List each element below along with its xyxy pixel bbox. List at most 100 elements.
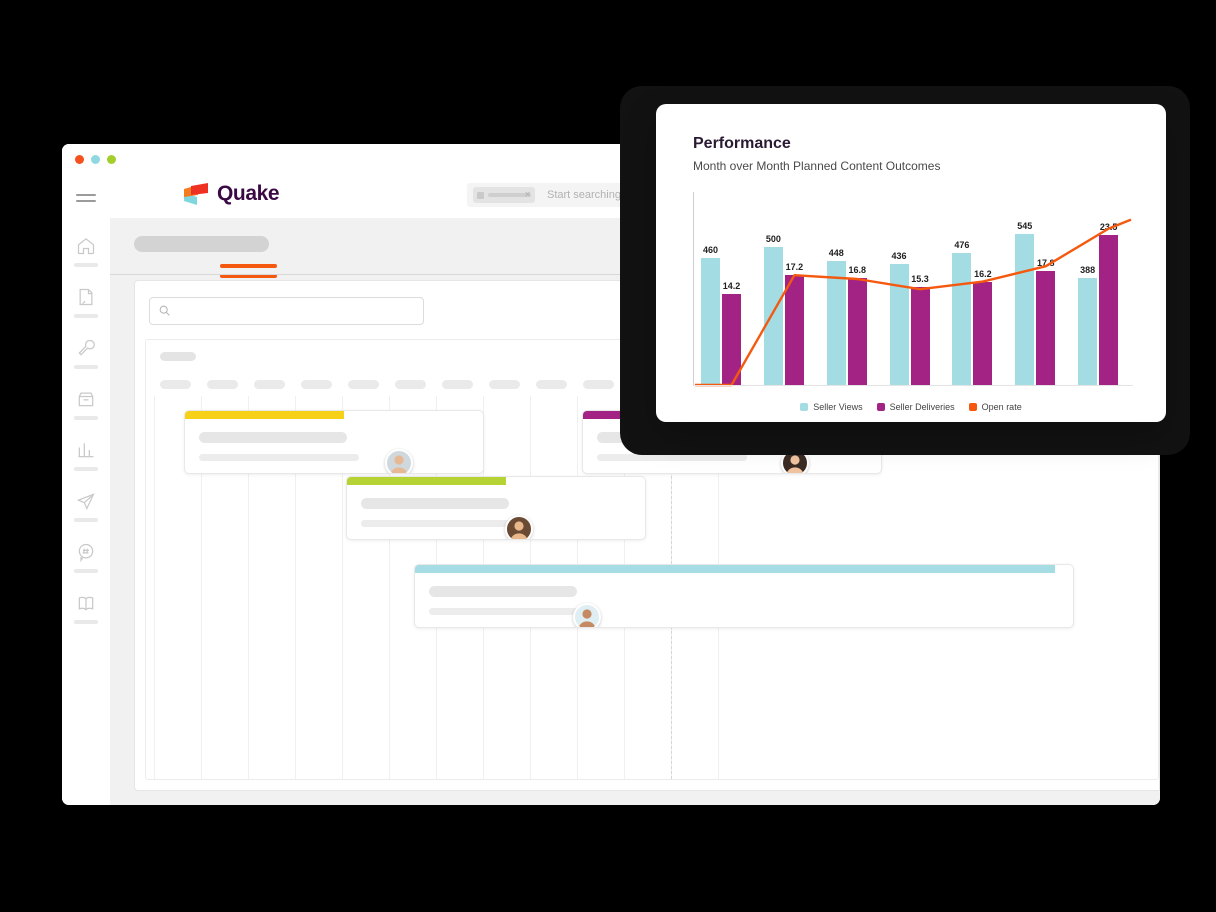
gridline [201,396,202,779]
bar-seller-views [1078,278,1098,385]
column-header-pill[interactable] [348,380,379,389]
maximize-window-button[interactable] [107,155,116,164]
column-header-pill[interactable] [254,380,285,389]
column-header-pill[interactable] [583,380,614,389]
bar-value-label: 16.8 [848,265,866,275]
search-icon [159,305,170,316]
gridline [389,396,390,779]
task-title-stub [199,432,347,443]
column-header-pill[interactable] [395,380,426,389]
quake-logo-icon [182,182,210,206]
avatar[interactable] [573,603,601,627]
sidebar-label-stub [74,314,98,318]
brand-name: Quake [217,182,280,205]
sidebar-item-archive[interactable] [62,389,110,420]
avatar[interactable] [505,515,533,539]
task-color-bar [415,565,1055,573]
bar-seller-deliveries [784,275,804,385]
bar-seller-deliveries [973,282,993,385]
bar-value-label: 23.5 [1099,222,1118,232]
gridline [154,396,155,779]
bar-seller-views [889,264,909,385]
task-title-stub [429,586,577,597]
board-search-input[interactable] [149,297,424,325]
chip-remove-icon[interactable]: ✕ [524,190,531,199]
chip-label-stub [488,193,531,197]
sidebar-item-home[interactable] [62,236,110,267]
close-window-button[interactable] [75,155,84,164]
bar-value-label: 17.8 [1037,258,1055,268]
minimize-window-button[interactable] [91,155,100,164]
sidebar-item-channels[interactable] [62,542,110,573]
sidebar [62,174,111,805]
hamburger-icon[interactable] [76,194,96,206]
bar-seller-deliveries [1036,271,1056,385]
active-tab-indicator-bottom [220,274,277,278]
column-header-pill[interactable] [536,380,567,389]
legend-item[interactable]: Seller Deliveries [876,402,955,412]
open-rate-line-path [695,218,1132,387]
y-axis-line [693,192,694,386]
bar-seller-deliveries [910,287,930,385]
sidebar-label-stub [74,467,98,471]
bar-chart-icon [62,440,110,460]
column-header-pill[interactable] [207,380,238,389]
legend-item[interactable]: Seller Views [800,402,863,412]
bar-value-label: 388 [1080,265,1096,275]
sidebar-item-send[interactable] [62,491,110,522]
column-header-pill[interactable] [489,380,520,389]
book-icon [62,593,110,613]
task-subtitle-stub [361,520,521,527]
bar-value-label: 500 [765,234,781,244]
bar-value-label: 14.2 [722,281,741,291]
bar-seller-deliveries [1099,235,1119,385]
chip-thumbnail-icon [477,191,484,199]
bar-seller-deliveries [722,294,741,385]
bar-value-label: 476 [954,240,970,250]
open-rate-line [695,218,1132,387]
task-card[interactable] [184,410,484,474]
legend-swatch [968,403,977,411]
task-card[interactable] [346,476,646,540]
sidebar-item-library[interactable] [62,593,110,624]
breadcrumb [134,236,269,252]
sidebar-label-stub [74,365,98,369]
task-card[interactable] [414,564,1074,628]
chart-title: Performance [693,135,791,152]
bar-value-label: 15.3 [911,274,929,284]
gridline [295,396,296,779]
sidebar-label-stub [74,569,98,573]
column-header-pill[interactable] [160,380,191,389]
board-title-stub [160,352,196,361]
bar-value-label: 448 [828,248,844,258]
legend-label: Open rate [981,402,1022,412]
legend-item[interactable]: Open rate [968,402,1022,412]
performance-chart-card: Performance Month over Month Planned Con… [656,104,1166,422]
chart-subtitle: Month over Month Planned Content Outcome… [693,159,941,173]
column-header-pill[interactable] [301,380,332,389]
sidebar-item-tools[interactable] [62,338,110,369]
sidebar-label-stub [74,263,98,267]
legend-swatch [800,403,809,411]
legend-label: Seller Deliveries [889,402,955,412]
sidebar-label-stub [74,518,98,522]
sidebar-item-documents[interactable] [62,287,110,318]
bar-value-label: 460 [702,245,719,255]
task-title-stub [361,498,509,509]
avatar[interactable] [781,449,809,473]
avatar[interactable] [385,449,413,473]
gridline [342,396,343,779]
bar-value-label: 17.2 [785,262,804,272]
task-subtitle-stub [429,608,589,615]
bar-seller-views [952,253,972,385]
brand-logo[interactable]: Quake [182,182,280,206]
bar-value-label: 436 [891,251,907,261]
search-filter-chip[interactable]: ✕ [473,187,535,203]
legend-label: Seller Views [813,402,863,412]
chart-plot-area: 460 14.2 500 17.2 448 16.8 436 15.3 476 16.2 545 17… [693,192,1133,387]
column-header-pill[interactable] [442,380,473,389]
search-input[interactable]: Start searching... [547,189,631,201]
bar-value-label: 16.2 [974,269,992,279]
chart-legend: Seller Views Seller Deliveries Open rate [656,402,1166,412]
sidebar-item-analytics[interactable] [62,440,110,471]
